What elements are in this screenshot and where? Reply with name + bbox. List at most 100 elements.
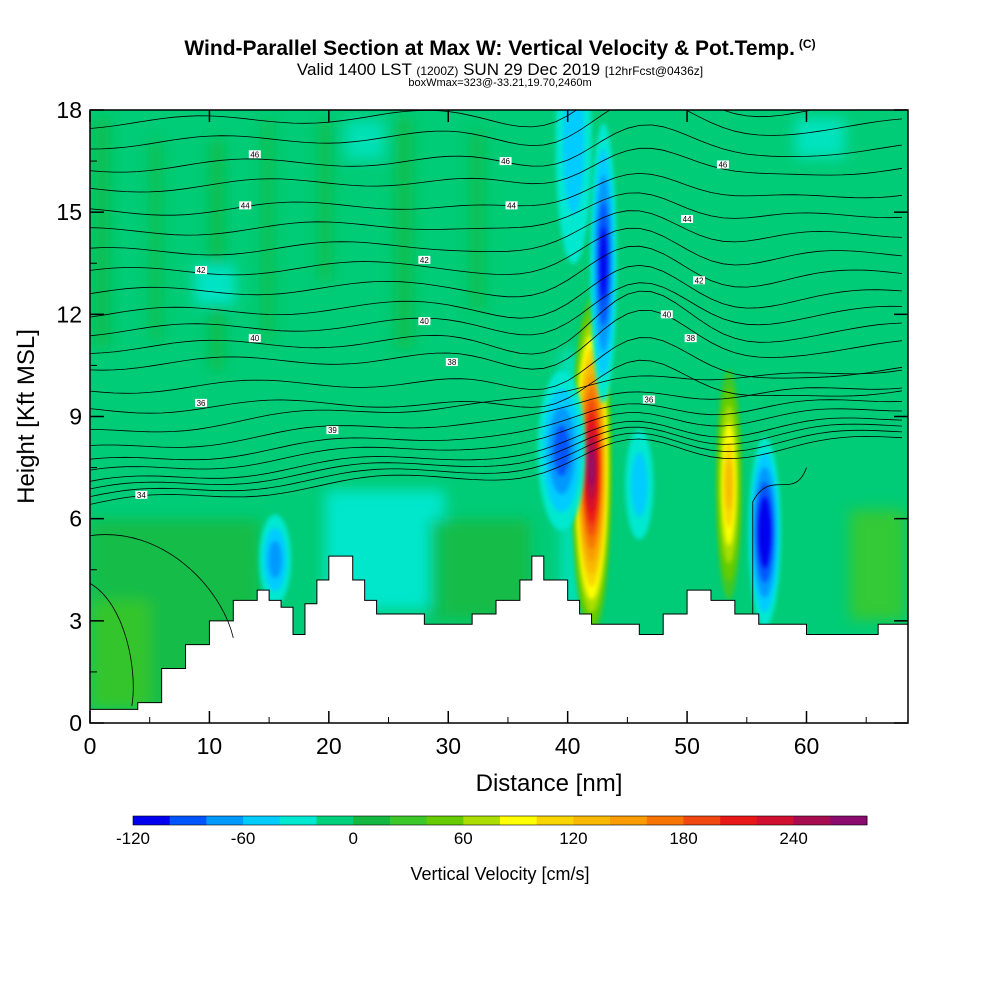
velocity-contour-band: [726, 459, 732, 510]
x-axis-label: Distance [nm]: [476, 770, 623, 797]
theta-contour-line: [90, 210, 903, 256]
velocity-cell: [555, 110, 592, 265]
theta-contour-line: [90, 337, 903, 394]
colorbar-swatch: [830, 816, 868, 825]
theta-contour-line: [90, 399, 903, 461]
theta-contour-line: [90, 435, 903, 505]
velocity-cells: [259, 110, 781, 638]
theta-label-text: 38: [447, 358, 456, 367]
theta-label: 46: [248, 150, 261, 159]
theta-label: 44: [681, 214, 694, 224]
theta-contour-line: [90, 369, 903, 433]
colorbar-swatch: [353, 816, 391, 825]
theta-contour-line: [90, 290, 903, 355]
theta-label-text: 46: [250, 150, 259, 159]
theta-label: 40: [248, 334, 261, 343]
y-tick-label: 15: [56, 199, 82, 225]
theta-label-text: 42: [420, 256, 429, 265]
theta-label-text: 44: [241, 201, 250, 210]
theta-label: 44: [505, 201, 518, 210]
theta-contour-line: [90, 245, 903, 298]
y-tick-label: 9: [69, 404, 82, 430]
theta-label-text: 46: [501, 157, 510, 166]
velocity-contour-band: [563, 110, 585, 215]
velocity-cell: [715, 369, 742, 600]
terrain: [89, 555, 909, 724]
colorbar-tick-label: 60: [454, 829, 473, 848]
x-tick-label: 40: [555, 733, 581, 759]
theta-label: 38: [445, 358, 458, 367]
velocity-contour-band: [761, 511, 769, 554]
theta-label-text: 46: [718, 160, 727, 169]
theta-label-text: 44: [683, 215, 692, 224]
theta-contour-line: [90, 147, 903, 193]
x-tick-label: 0: [84, 733, 97, 759]
colorbar-label: Vertical Velocity [cm/s]: [410, 864, 590, 884]
theta-label: 42: [693, 276, 706, 285]
theta-contour-line: [90, 110, 903, 150]
colorbar-swatch: [206, 816, 244, 825]
colorbar-swatch: [756, 816, 795, 825]
y-tick-label: 18: [56, 97, 82, 123]
theta-label-text: 38: [686, 334, 695, 343]
theta-label: 40: [660, 310, 673, 319]
theta-label: 40: [418, 317, 431, 326]
velocity-cell: [625, 429, 654, 540]
colorbar-swatch: [133, 816, 171, 825]
theta-contour-labels: 34 36 39 38 36 38 40 40 40 42 42 42 44 44 44 46 46 46: [135, 150, 729, 500]
theta-contour-line: [90, 282, 903, 337]
theta-label-text: 42: [197, 266, 206, 275]
theta-contour-line: [90, 172, 903, 216]
theta-label-text: 40: [250, 334, 259, 343]
theta-label-text: 39: [328, 426, 337, 435]
theta-contour-line: [90, 227, 903, 276]
y-tick-label: 6: [69, 506, 82, 532]
theta-label-text: 36: [197, 399, 206, 408]
theta-contour-line: [90, 387, 903, 448]
theta-label-text: 36: [644, 395, 653, 404]
theta-label-text: 44: [507, 201, 516, 210]
theta-contour-line: [90, 583, 134, 707]
colorbar-tick-label: 240: [779, 829, 807, 848]
colorbar-swatch: [389, 816, 428, 825]
theta-label: 46: [499, 157, 512, 166]
colorbar-tick-label: 180: [669, 829, 697, 848]
theta-contours: [90, 110, 903, 707]
chart-title: Wind-Parallel Section at Max W: Vertical…: [184, 37, 816, 60]
theta-label: 42: [195, 266, 208, 275]
theta-label: 36: [642, 395, 655, 404]
velocity-cell: [590, 123, 617, 404]
theta-label-text: 40: [662, 310, 671, 319]
x-tick-label: 60: [794, 733, 820, 759]
chart-subtitle: Valid 1400 LST (1200Z) SUN 29 Dec 2019 […: [296, 60, 704, 79]
theta-label: 42: [418, 255, 431, 265]
colorbar-swatch: [646, 816, 684, 825]
colorbar-swatch: [279, 816, 317, 825]
boxw-info: boxWmax=323@-33.21,19.70,2460m: [408, 77, 592, 89]
y-axis-label: Height [Kft MSL]: [13, 329, 40, 504]
velocity-cell: [748, 437, 781, 628]
theta-contour-line: [90, 429, 903, 497]
theta-contour-line: [90, 309, 903, 371]
theta-label: 44: [239, 201, 252, 210]
colorbar-swatch: [683, 816, 721, 825]
background-patches: [90, 118, 905, 710]
theta-contour-line: [90, 110, 814, 129]
theta-contour-line: [90, 264, 903, 319]
theta-label: 34: [135, 490, 148, 500]
theta-label: 39: [326, 426, 339, 435]
colorbar-swatch: [243, 816, 281, 825]
x-tick-label: 20: [316, 733, 342, 759]
theta-contour-line: [90, 408, 903, 471]
colorbar-swatch: [169, 816, 207, 825]
colorbar: -120 -60 0 60 120 180 240: [116, 815, 868, 848]
colorbar-swatch: [793, 816, 831, 825]
theta-contour-line: [90, 124, 903, 173]
colorbar-tick-label: 0: [348, 829, 357, 848]
terrain-profile: [89, 555, 909, 724]
theta-contour-line: [90, 359, 903, 414]
colorbar-swatch: [720, 816, 758, 825]
theta-label-text: 34: [137, 491, 146, 500]
theta-contour-line: [90, 417, 903, 482]
